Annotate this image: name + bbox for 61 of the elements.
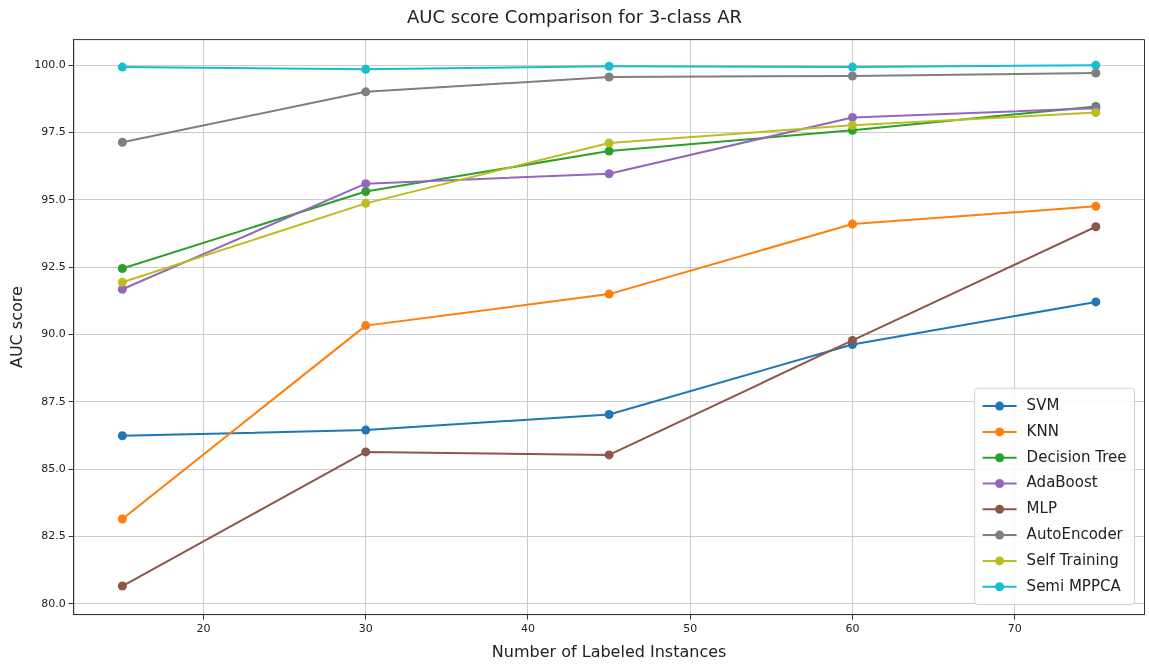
- legend-label: AdaBoost: [1026, 473, 1098, 492]
- point: [1091, 222, 1101, 232]
- y-axis-title: AUC score: [6, 286, 26, 369]
- legend-label: SVM: [1026, 395, 1060, 414]
- point: [1091, 60, 1101, 70]
- legend-label: AutoEncoder: [1026, 524, 1124, 543]
- y-tick-label: 85.0: [41, 462, 66, 476]
- point: [847, 62, 857, 72]
- y-tick-label: 80.0: [41, 596, 66, 610]
- point: [1091, 68, 1101, 78]
- x-tick-label: 40: [520, 622, 535, 636]
- x-axis-title: Number of Labeled Instances: [491, 641, 727, 661]
- point: [361, 179, 371, 189]
- point: [117, 137, 127, 147]
- point: [604, 169, 614, 179]
- x-tick-label: 30: [358, 622, 373, 636]
- point: [847, 112, 857, 122]
- y-tick-label: 92.5: [41, 260, 66, 274]
- point: [117, 581, 127, 591]
- point: [847, 120, 857, 130]
- legend-label: Self Training: [1026, 550, 1119, 569]
- legend-label: Decision Tree: [1026, 447, 1127, 466]
- point: [117, 431, 127, 441]
- y-tick-label: 95.0: [41, 192, 66, 206]
- x-tick-label: 50: [683, 622, 698, 636]
- point: [361, 425, 371, 435]
- point: [847, 71, 857, 81]
- point: [361, 64, 371, 74]
- chart-title: AUC score Comparison for 3-class AR: [406, 6, 743, 28]
- x-tick-label: 70: [1007, 622, 1022, 636]
- x-tick-label: 20: [196, 622, 211, 636]
- point: [117, 264, 127, 274]
- point: [604, 61, 614, 71]
- y-tick-label: 97.5: [41, 125, 66, 139]
- legend-label: MLP: [1026, 499, 1057, 518]
- x-tick-label: 60: [845, 622, 860, 636]
- point: [604, 72, 614, 82]
- point: [604, 138, 614, 148]
- point: [117, 62, 127, 72]
- point: [1091, 108, 1101, 118]
- point: [117, 514, 127, 524]
- legend-label: KNN: [1026, 421, 1059, 440]
- y-tick-label: 82.5: [41, 529, 66, 543]
- point: [117, 277, 127, 287]
- point: [361, 198, 371, 208]
- y-tick-label: 90.0: [41, 327, 66, 341]
- point: [604, 146, 614, 156]
- point: [847, 335, 857, 345]
- y-tick-label: 87.5: [41, 394, 66, 408]
- legend-label: Semi MPPCA: [1026, 576, 1122, 595]
- point: [361, 447, 371, 457]
- point: [847, 219, 857, 229]
- point: [361, 321, 371, 331]
- point: [361, 87, 371, 97]
- point: [1091, 201, 1101, 211]
- y-tick-label: 100.0: [34, 58, 66, 72]
- point: [604, 450, 614, 460]
- point: [1091, 297, 1101, 307]
- point: [604, 289, 614, 299]
- point: [604, 410, 614, 419]
- point: [361, 187, 371, 196]
